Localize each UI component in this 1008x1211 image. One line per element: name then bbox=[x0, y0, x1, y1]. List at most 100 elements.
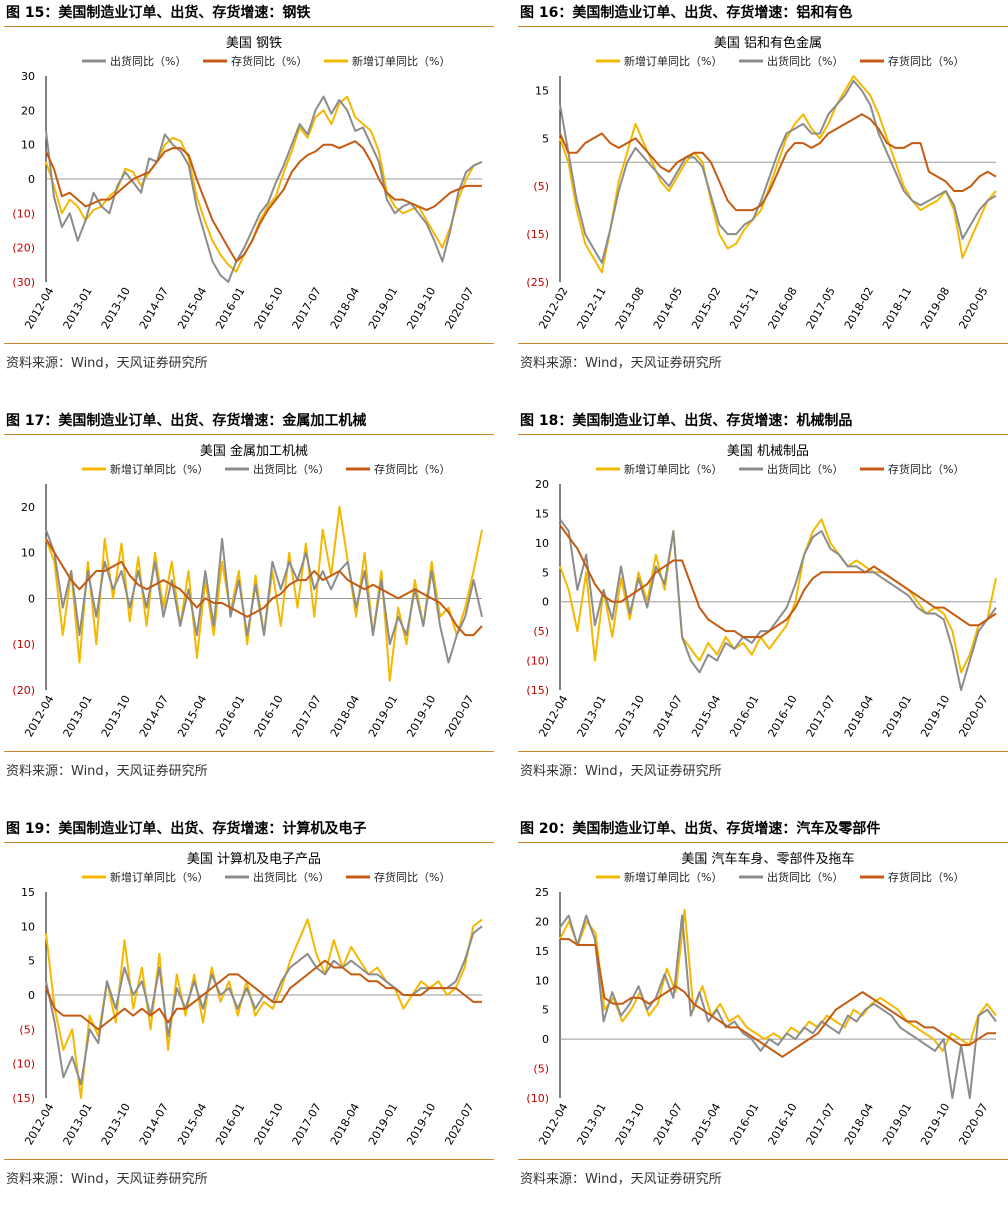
x-tick-label: 2012-04 bbox=[536, 1101, 570, 1147]
figure-title: 图 20：美国制造业订单、出货、存货增速：汽车及零部件 bbox=[520, 821, 881, 837]
x-tick-label: 2017-07 bbox=[804, 1101, 838, 1147]
series-line-inventory bbox=[560, 938, 996, 1058]
x-tick-label: 2020-07 bbox=[442, 693, 476, 739]
x-tick-label: 2019-10 bbox=[918, 1101, 952, 1147]
x-tick-label: 2014-07 bbox=[651, 1101, 685, 1147]
x-tick-label: 2019-10 bbox=[404, 1101, 438, 1147]
series-line-new-orders bbox=[559, 75, 997, 274]
x-tick-label: 2013-01 bbox=[61, 693, 95, 739]
source-note: 资料来源：Wind，天风证券研究所 bbox=[520, 356, 722, 371]
x-tick-label: 2019-01 bbox=[880, 693, 914, 739]
figure-19: 图 19：美国制造业订单、出货、存货增速：计算机及电子 美国 计算机及电子产品新… bbox=[4, 816, 494, 1211]
x-tick-label: 2016-10 bbox=[251, 285, 285, 331]
legend-label-inventory: 存货同比（%） bbox=[888, 870, 964, 884]
chart-title: 美国 钢铁 bbox=[226, 36, 282, 51]
y-tick-label: 10 bbox=[21, 547, 35, 560]
y-tick-label: 15 bbox=[21, 886, 35, 899]
x-tick-label: 2018-04 bbox=[328, 693, 362, 739]
source-note: 资料来源：Wind，天风证券研究所 bbox=[520, 1172, 722, 1187]
x-tick-label: 2015-04 bbox=[689, 693, 723, 739]
legend-label-shipments: 出货同比（%） bbox=[253, 870, 329, 884]
y-tick-label: (30) bbox=[12, 276, 35, 289]
source-note: 资料来源：Wind，天风证券研究所 bbox=[6, 764, 208, 779]
x-tick-label: 2015-04 bbox=[175, 1101, 209, 1147]
figure-17: 图 17：美国制造业订单、出货、存货增速：金属加工机械 美国 金属加工机械 新增订… bbox=[4, 408, 494, 803]
y-tick-label: (15) bbox=[526, 228, 549, 241]
legend-label-shipments: 出货同比（%） bbox=[110, 54, 186, 68]
x-tick-label: 2018-04 bbox=[328, 1101, 362, 1147]
figure-16: 图 16：美国制造业订单、出货、存货增速：铝和有色 美国 铝和有色金属 新增订单同… bbox=[518, 0, 1008, 395]
figure-title: 图 15：美国制造业订单、出货、存货增速：钢铁 bbox=[6, 5, 311, 21]
x-tick-label: 2013-10 bbox=[613, 1101, 647, 1147]
x-tick-label: 2018-04 bbox=[842, 1101, 876, 1147]
x-tick-label: 2019-01 bbox=[366, 693, 400, 739]
legend-label-inventory: 存货同比（%） bbox=[231, 54, 307, 68]
x-tick-label: 2014-07 bbox=[137, 1101, 171, 1147]
x-tick-label: 2017-07 bbox=[290, 1101, 324, 1147]
y-tick-label: (5) bbox=[19, 1023, 35, 1036]
legend-label-new-orders: 新增订单同比（%） bbox=[110, 870, 208, 884]
x-tick-label: 2013-10 bbox=[613, 693, 647, 739]
y-tick-label: 0 bbox=[28, 592, 35, 605]
bottom-rule bbox=[4, 343, 494, 344]
y-tick-label: 10 bbox=[21, 139, 35, 152]
series-line-shipments bbox=[45, 95, 483, 283]
x-tick-label: 2016-01 bbox=[727, 1101, 761, 1147]
x-tick-label: 2012-02 bbox=[536, 285, 570, 331]
title-rule bbox=[4, 842, 494, 843]
x-tick-label: 2013-01 bbox=[61, 285, 95, 331]
legend-label-inventory: 存货同比（%） bbox=[374, 462, 450, 476]
x-tick-label: 2015-02 bbox=[689, 285, 723, 331]
x-tick-label: 2020-05 bbox=[956, 285, 990, 331]
chart-title: 美国 计算机及电子产品 bbox=[187, 852, 321, 867]
x-tick-label: 2019-01 bbox=[366, 285, 400, 331]
x-tick-label: 2015-11 bbox=[727, 285, 761, 331]
y-tick-label: 5 bbox=[542, 132, 549, 145]
bottom-rule bbox=[518, 751, 1008, 752]
legend: 新增订单同比（%） 出货同比（%） 存货同比（%） bbox=[82, 462, 450, 476]
source-note: 资料来源：Wind，天风证券研究所 bbox=[520, 764, 722, 779]
y-tick-label: 0 bbox=[542, 596, 549, 609]
figure-15: 图 15：美国制造业订单、出货、存货增速：钢铁 美国 钢铁出货同比（%） 存货同比… bbox=[4, 0, 494, 395]
title-rule bbox=[518, 434, 1008, 435]
bottom-rule bbox=[4, 1159, 494, 1160]
y-tick-label: 15 bbox=[535, 507, 549, 520]
y-tick-label: (25) bbox=[526, 276, 549, 289]
figure-title: 图 16：美国制造业订单、出货、存货增速：铝和有色 bbox=[520, 5, 853, 21]
x-tick-label: 2015-04 bbox=[689, 1101, 723, 1147]
y-tick-label: (15) bbox=[526, 684, 549, 697]
y-tick-label: 15 bbox=[535, 84, 549, 97]
y-tick-label: (10) bbox=[526, 655, 549, 668]
chart-title: 美国 金属加工机械 bbox=[200, 443, 308, 459]
title-rule bbox=[4, 434, 494, 435]
legend-label-new-orders: 新增订单同比（%） bbox=[624, 870, 722, 884]
legend-label-inventory: 存货同比（%） bbox=[888, 462, 964, 476]
x-tick-label: 2013-10 bbox=[99, 693, 133, 739]
x-tick-label: 2019-08 bbox=[918, 285, 952, 331]
x-tick-label: 2016-10 bbox=[251, 693, 285, 739]
legend-label-inventory: 存货同比（%） bbox=[374, 870, 450, 884]
x-tick-label: 2014-07 bbox=[137, 693, 171, 739]
x-tick-label: 2018-04 bbox=[328, 285, 362, 331]
y-tick-label: 0 bbox=[542, 1033, 549, 1046]
x-tick-label: 2016-10 bbox=[251, 1101, 285, 1147]
x-tick-label: 2012-11 bbox=[575, 285, 609, 331]
x-tick-label: 2016-08 bbox=[765, 285, 799, 331]
legend: 新增订单同比（%） 出货同比（%） 存货同比（%） bbox=[596, 870, 964, 884]
legend: 新增订单同比（%） 出货同比（%） 存货同比（%） bbox=[596, 462, 964, 476]
legend-label-shipments: 出货同比（%） bbox=[767, 870, 843, 884]
x-tick-label: 2019-10 bbox=[404, 693, 438, 739]
x-tick-label: 2014-07 bbox=[137, 285, 171, 331]
figure-18: 图 18：美国制造业订单、出货、存货增速：机械制品 美国 机械制品 新增订单同比（… bbox=[518, 408, 1008, 803]
x-tick-label: 2017-07 bbox=[290, 285, 324, 331]
y-tick-label: 10 bbox=[535, 537, 549, 550]
x-tick-label: 2013-10 bbox=[99, 285, 133, 331]
bottom-rule bbox=[518, 343, 1008, 344]
legend-label-shipments: 出货同比（%） bbox=[767, 54, 843, 68]
y-tick-label: (5) bbox=[533, 625, 549, 638]
x-tick-label: 2017-05 bbox=[804, 285, 838, 331]
legend-label-inventory: 存货同比（%） bbox=[888, 54, 964, 68]
